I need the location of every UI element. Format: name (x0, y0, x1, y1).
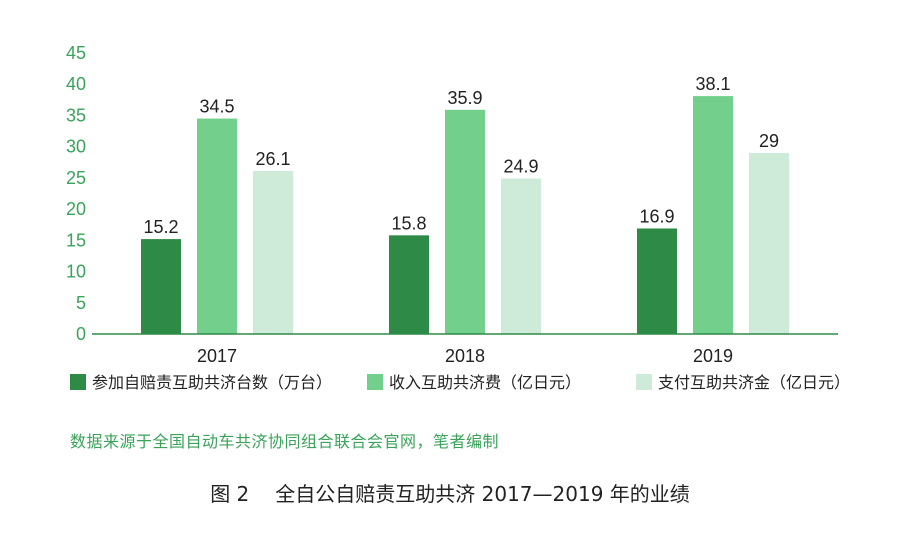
bar (253, 171, 293, 334)
bar (445, 109, 485, 334)
bar (389, 235, 429, 334)
legend-swatch (636, 374, 652, 390)
legend-label: 支付互助共济金（亿日元） (658, 373, 850, 392)
y-tick-label: 5 (76, 293, 86, 313)
x-tick-label: 2017 (197, 346, 237, 366)
bar (141, 239, 181, 334)
source-note: 数据来源于全国自动车共济协同组合联合会官网，笔者编制 (70, 432, 500, 451)
figure-number: 图 2 (210, 482, 250, 506)
bar-value-label: 16.9 (639, 206, 674, 226)
y-tick-label: 45 (66, 43, 86, 63)
x-tick-label: 2019 (693, 346, 733, 366)
legend-swatch (367, 374, 383, 390)
bar-value-label: 34.5 (199, 97, 234, 117)
bar-value-label: 38.1 (695, 74, 730, 94)
bar-value-label: 15.8 (391, 213, 426, 233)
bar-value-label: 29 (759, 131, 779, 151)
bar (749, 152, 789, 334)
bar (693, 96, 733, 334)
y-tick-label: 15 (66, 230, 86, 250)
legend-label: 参加自赔责互助共济台数（万台） (92, 373, 332, 392)
bar-chart-svg: 0 5 10 15 20 25 30 35 40 45 15.2 34.5 26.1 2017 15.8 35… (66, 43, 850, 392)
bar-value-label: 35.9 (447, 88, 482, 108)
figure-caption: 图 2 全自公自赔责互助共济 2017—2019 年的业绩 (0, 478, 900, 507)
y-tick-label: 0 (76, 324, 86, 344)
bar (501, 178, 541, 334)
y-tick-label: 10 (66, 262, 86, 282)
x-tick-label: 2018 (445, 346, 485, 366)
bar-value-label: 26.1 (255, 149, 290, 169)
bar-value-label: 24.9 (503, 157, 538, 177)
y-tick-label: 40 (66, 74, 86, 94)
legend-label: 收入互助共济费（亿日元） (389, 373, 581, 392)
figure-title: 全自公自赔责互助共济 2017—2019 年的业绩 (275, 482, 690, 506)
y-tick-label: 30 (66, 137, 86, 157)
y-tick-label: 25 (66, 168, 86, 188)
legend-swatch (70, 374, 86, 390)
bar (197, 118, 237, 334)
bar-value-label: 15.2 (143, 217, 178, 237)
y-tick-label: 20 (66, 199, 86, 219)
bar (637, 228, 677, 334)
y-tick-label: 35 (66, 105, 86, 125)
